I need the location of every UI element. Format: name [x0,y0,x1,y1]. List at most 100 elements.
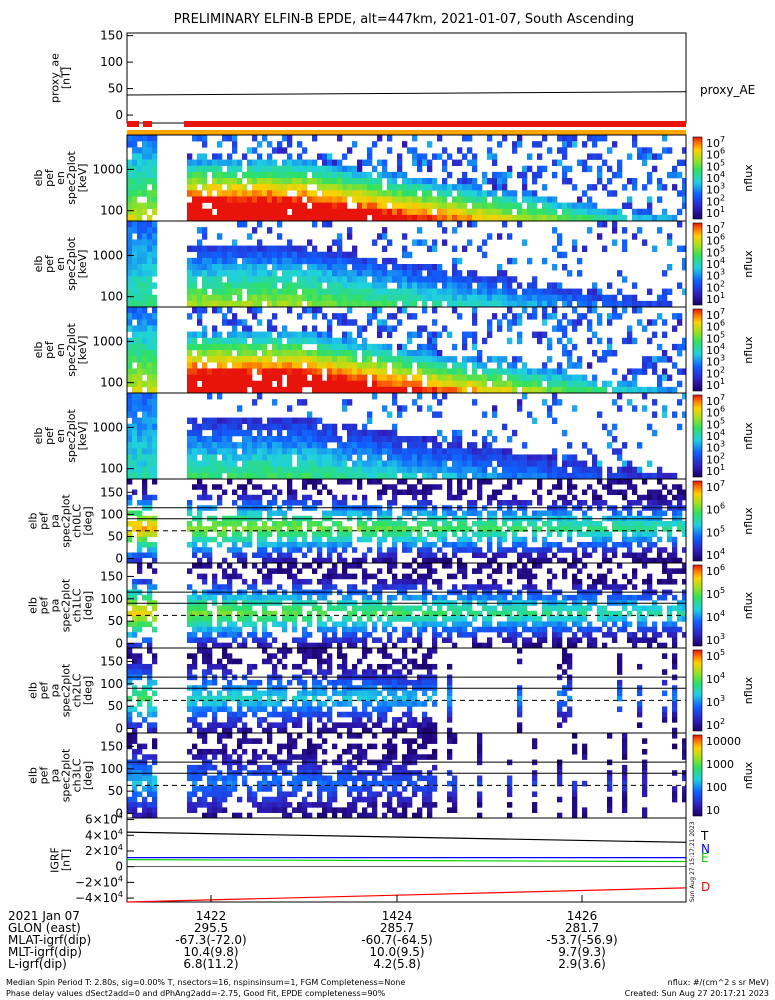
spectrogram-cell [287,196,293,203]
y-axis-label-line: elb [32,428,45,445]
y-tick-label: 100 [100,55,123,69]
spectrogram-cell [192,423,198,431]
spectrogram-cell [302,399,308,406]
spectrogram-cell [377,190,383,197]
pitch-angle-cell [127,510,133,517]
pitch-angle-cell [252,578,258,585]
spectrogram-cell [237,466,243,474]
pitch-angle-cell [227,584,233,590]
spectrogram-cell [357,466,363,474]
spectrogram-cell [272,245,278,253]
spectrogram-cell [452,454,458,461]
spectrogram-cell [477,454,483,461]
spectrogram-cell [402,380,408,388]
spectrogram-cell [147,141,153,148]
spectrogram-cell [277,356,283,363]
spectrogram-cell [267,202,273,210]
pitch-angle-cell [142,605,148,612]
pitch-angle-cell [422,578,428,585]
spectrogram-cell [367,171,373,179]
spectrogram-cell [527,202,533,210]
pitch-angle-cell [187,594,193,601]
pitch-angle-cell [512,542,518,548]
spectrogram-cell [467,300,473,308]
spectrogram-cell [442,393,448,400]
pitch-angle-cell [447,489,453,496]
spectrogram-cell [237,319,243,326]
spectrogram-cell [292,257,298,265]
spectrogram-cell [307,442,313,449]
spectrogram-cell [377,386,383,394]
spectrogram-cell [152,147,158,154]
spectrogram-cell [482,300,488,308]
spectrogram-cell [202,331,208,339]
spectrogram-cell [467,448,473,455]
spectrogram-cell [302,270,308,277]
spectrogram-cell [407,350,413,357]
spectrogram-cell [407,300,413,308]
spectrogram-cell [152,429,158,437]
spectrogram-cell [192,245,198,253]
pitch-angle-cell [337,552,343,559]
spectrogram-cell [307,331,313,339]
spectrogram-cell [377,300,383,308]
spectrogram-cell [282,356,288,363]
spectrogram-cell [227,214,233,222]
spectrogram-cell [257,337,263,345]
spectrogram-cell [382,466,388,474]
spectrogram-cell [522,393,528,400]
spectrogram-cell [197,251,203,259]
spectrogram-cell [152,466,158,474]
spectrogram-cell [142,239,148,246]
spectrogram-cell [547,202,553,210]
pitch-angle-cell [592,521,598,527]
spectrogram-cell [512,288,518,296]
spectrogram-cell [532,313,538,320]
spectrogram-cell [617,159,623,167]
spectrogram-cell [387,374,393,382]
spectrogram-cell [362,343,368,351]
spectrogram-cell [242,325,248,332]
spectrogram-cell [447,454,453,461]
spectrogram-cell [392,178,398,185]
spectrogram-cell [137,405,143,412]
spectrogram-cell [502,202,508,210]
spectrogram-cell [512,374,518,382]
spectrogram-cell [642,159,648,167]
pitch-angle-cell [302,479,308,485]
spectrogram-cell [232,300,238,308]
spectrogram-cell [637,147,643,154]
spectrogram-cell [127,178,133,185]
spectrogram-cell [417,159,423,167]
spectrogram-cell [317,300,323,308]
pitch-angle-cell [667,531,673,538]
pitch-angle-cell [222,626,228,633]
spectrogram-cell [137,337,143,345]
pitch-angle-cell [267,578,273,585]
spectrogram-cell [402,356,408,363]
spectrogram-cell [307,208,313,216]
spectrogram-cell [227,270,233,277]
pitch-angle-cell [452,542,458,548]
spectrogram-cell [227,159,233,167]
pitch-angle-cell [652,531,658,538]
spectrogram-cell [527,196,533,203]
pitch-angle-cell [292,621,298,628]
spectrogram-cell [397,208,403,216]
spectrogram-cell [317,448,323,455]
pitch-angle-cell [677,500,683,506]
pitch-angle-cell [187,510,193,517]
pitch-angle-cell [382,621,388,628]
pitch-angle-cell [662,494,668,501]
spectrogram-cell [512,362,518,369]
spectrogram-cell [127,208,133,216]
spectrogram-cell [262,282,268,289]
spectrogram-cell [287,350,293,357]
pitch-angle-cell [302,578,308,585]
pitch-angle-cell [292,626,298,633]
spectrogram-cell [437,362,443,369]
spectrogram-cell [137,356,143,363]
pitch-angle-cell [417,500,423,506]
pitch-angle-cell [212,594,218,601]
pitch-angle-cell [407,526,413,532]
